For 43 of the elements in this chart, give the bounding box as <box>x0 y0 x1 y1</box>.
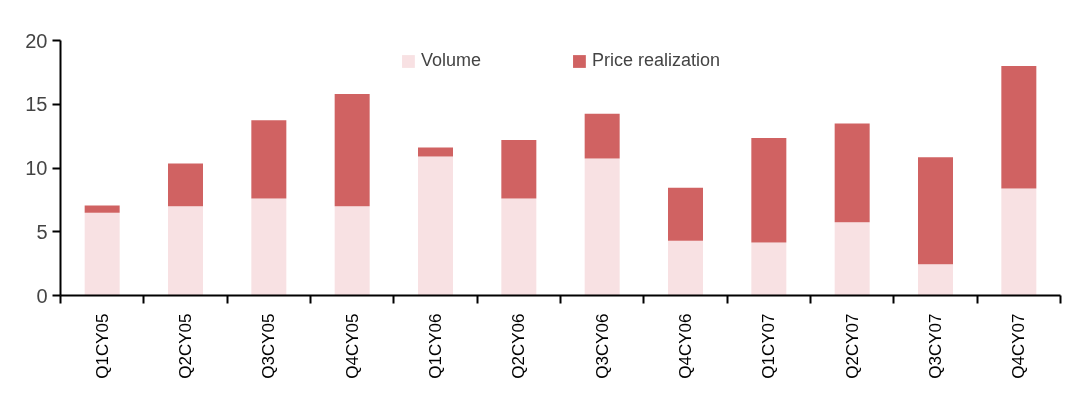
x-tick-label: Q4CY05 <box>342 313 362 379</box>
bar <box>751 138 787 243</box>
x-tick-label: Q4CY06 <box>676 313 695 379</box>
x-tick-label: Q1CY05 <box>92 313 112 379</box>
bar <box>84 205 120 213</box>
bar <box>668 187 703 241</box>
bar <box>84 212 120 296</box>
bar <box>751 242 787 296</box>
bar <box>584 158 620 296</box>
bar <box>668 240 703 296</box>
y-tick-label: 15 <box>25 93 48 116</box>
bar <box>418 147 453 157</box>
bar <box>168 163 203 207</box>
bar <box>501 139 537 199</box>
bar <box>251 120 287 199</box>
bar <box>1001 188 1037 296</box>
y-tick-label: 10 <box>25 157 48 179</box>
x-tick-label: Q2CY06 <box>509 313 529 379</box>
x-tick-label: Q3CY06 <box>592 313 612 379</box>
x-tick-label: Q2CY05 <box>176 313 195 379</box>
bar <box>501 198 537 296</box>
bar <box>584 113 620 159</box>
bar <box>834 222 870 296</box>
bar <box>334 94 370 207</box>
x-tick-label: Q3CY05 <box>259 313 279 379</box>
y-tick-label: 5 <box>36 220 48 243</box>
x-tick-label: Q2CY07 <box>842 313 862 379</box>
x-tick-label: Q1CY07 <box>759 313 779 379</box>
bar <box>334 206 370 296</box>
x-tick-label: Q1CY06 <box>426 313 445 379</box>
y-tick-label: 20 <box>25 29 48 52</box>
bar <box>168 206 203 296</box>
x-tick-label: Q3CY07 <box>926 313 945 379</box>
bar <box>918 157 953 265</box>
bar <box>251 198 287 296</box>
bar <box>918 264 953 296</box>
bar <box>834 123 870 223</box>
bar <box>418 156 453 296</box>
y-tick-label: 0 <box>36 284 48 307</box>
legend-label: Volume <box>420 50 481 71</box>
bar <box>1001 66 1037 189</box>
x-tick-label: Q4CY07 <box>1009 313 1029 379</box>
legend-label: Price realization <box>591 50 721 71</box>
